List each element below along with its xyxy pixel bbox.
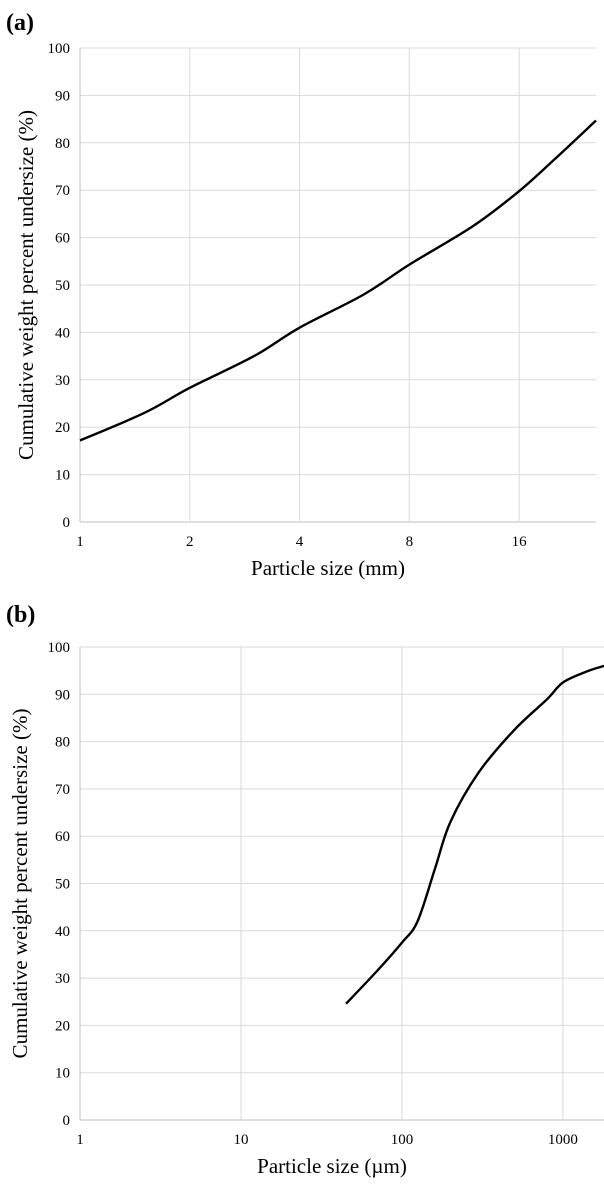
y-tick-label: 50 xyxy=(55,278,70,294)
x-tick-label: 1 xyxy=(76,534,84,550)
y-tick-label: 40 xyxy=(55,924,70,940)
y-axis-title: Cumulative weight percent undersize (%) xyxy=(14,110,38,460)
y-tick-label: 80 xyxy=(55,735,70,751)
y-tick-label: 100 xyxy=(48,640,71,656)
x-tick-label: 16 xyxy=(512,534,528,550)
y-tick-label: 40 xyxy=(55,325,70,341)
y-tick-label: 60 xyxy=(55,829,70,845)
y-tick-label: 70 xyxy=(55,782,70,798)
y-tick-label: 70 xyxy=(55,183,70,199)
y-tick-label: 50 xyxy=(55,877,70,893)
y-tick-label: 20 xyxy=(55,420,70,436)
y-tick-label: 30 xyxy=(55,373,70,389)
x-tick-label: 4 xyxy=(296,534,304,550)
y-tick-label: 60 xyxy=(55,231,70,247)
y-tick-label: 100 xyxy=(48,41,71,57)
y-tick-label: 10 xyxy=(55,1066,70,1082)
y-tick-label: 90 xyxy=(55,687,70,703)
x-axis-title: Particle size (mm) xyxy=(251,556,405,580)
chart-a: 0 10 20 30 40 50 60 70 80 90 100 1 2 4 8 16 Particle siz… xyxy=(0,0,604,585)
y-tick-label: 0 xyxy=(63,515,71,531)
series-line xyxy=(346,666,604,1004)
y-tick-label: 0 xyxy=(63,1113,71,1129)
x-tick-label: 1000 xyxy=(548,1132,578,1148)
y-tick-label: 80 xyxy=(55,136,70,152)
y-tick-label: 20 xyxy=(55,1018,70,1034)
x-tick-label: 10 xyxy=(233,1132,248,1148)
y-tick-label: 10 xyxy=(55,468,70,484)
y-axis-title: Cumulative weight percent undersize (%) xyxy=(8,709,32,1059)
y-tick-label: 30 xyxy=(55,971,70,987)
x-tick-label: 100 xyxy=(391,1132,414,1148)
x-tick-label: 1 xyxy=(76,1132,84,1148)
y-tick-label: 90 xyxy=(55,88,70,104)
x-axis-title: Particle size (µm) xyxy=(257,1154,407,1178)
x-tick-label: 2 xyxy=(186,534,194,550)
x-tick-label: 8 xyxy=(406,534,414,550)
series-line xyxy=(80,121,596,441)
